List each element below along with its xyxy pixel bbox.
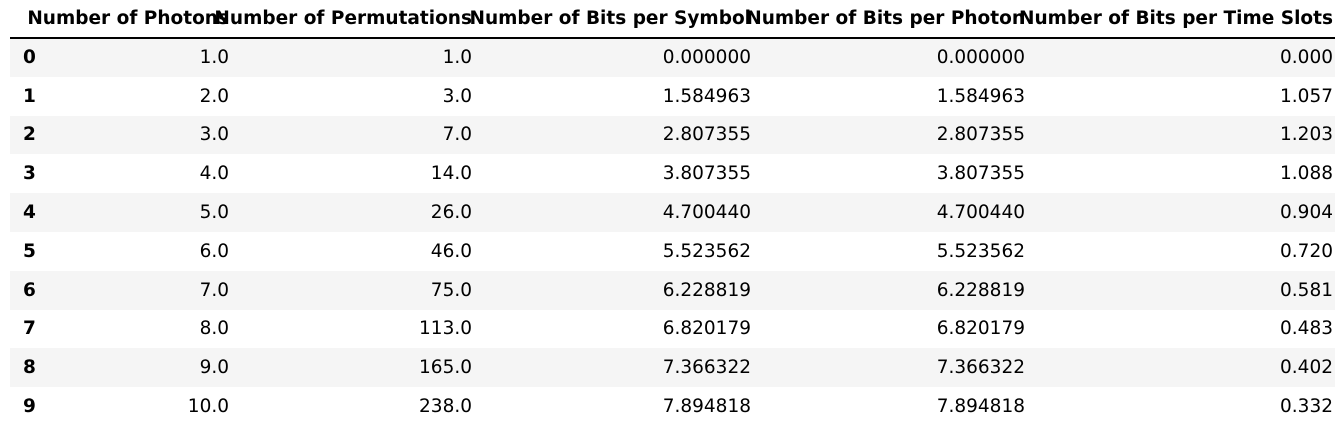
table-row: 6 7.0 75.0 6.228819 6.228819 0.581 xyxy=(10,270,1335,310)
table-cell: 6.0 xyxy=(199,240,229,262)
table-cell: 3.0 xyxy=(442,85,472,107)
table-cell: 3.0 xyxy=(199,124,229,146)
table-cell: 0.000000 xyxy=(936,47,1025,69)
table-cell: 7.366322 xyxy=(662,357,751,379)
header-row: Number of Photons Number of Permutations… xyxy=(10,0,1335,39)
table-cell: 26.0 xyxy=(430,202,472,224)
row-index: 3 xyxy=(23,163,36,185)
table-cell: 7.366322 xyxy=(936,357,1025,379)
table-row: 2 3.0 7.0 2.807355 2.807355 1.203 xyxy=(10,115,1335,155)
table-cell: 75.0 xyxy=(430,279,472,301)
row-index: 9 xyxy=(23,396,36,418)
table-cell: 1.203 xyxy=(1280,124,1333,146)
row-index: 5 xyxy=(23,240,36,262)
column-header-label: Number of Bits per Symbol xyxy=(469,8,751,29)
table-cell: 6.820179 xyxy=(936,318,1025,340)
table-cell: 4.700440 xyxy=(936,202,1025,224)
table-row: 7 8.0 113.0 6.820179 6.820179 0.483 xyxy=(10,310,1335,349)
row-index: 4 xyxy=(23,202,36,224)
table-cell: 2.0 xyxy=(199,85,229,107)
table-cell: 7.894818 xyxy=(936,396,1025,418)
table-cell: 0.402 xyxy=(1280,357,1333,379)
row-index: 7 xyxy=(23,318,36,340)
table-cell: 165.0 xyxy=(419,357,472,379)
table-cell: 1.057 xyxy=(1280,85,1333,107)
index-header xyxy=(10,0,45,39)
table-cell: 5.523562 xyxy=(662,240,751,262)
table-cell: 2.807355 xyxy=(662,124,751,146)
table-cell: 0.720 xyxy=(1280,240,1333,262)
row-index: 8 xyxy=(23,357,36,379)
table-cell: 6.820179 xyxy=(662,318,751,340)
row-index: 1 xyxy=(23,85,36,107)
table-cell: 1.088 xyxy=(1280,163,1333,185)
table-header: Number of Photons Number of Permutations… xyxy=(10,0,1335,39)
row-index: 2 xyxy=(23,124,36,146)
table-row: 8 9.0 165.0 7.366322 7.366322 0.402 xyxy=(10,348,1335,388)
column-header: Number of Bits per Time Slots xyxy=(1019,0,1335,39)
row-index: 0 xyxy=(23,47,36,69)
table-cell: 0.332 xyxy=(1280,396,1333,418)
table-cell: 3.807355 xyxy=(662,163,751,185)
column-header: Number of Permutations xyxy=(214,0,474,39)
column-header-label: Number of Permutations xyxy=(214,8,472,29)
table-cell: 5.0 xyxy=(199,202,229,224)
table-cell: 6.228819 xyxy=(662,279,751,301)
table-row: 3 4.0 14.0 3.807355 3.807355 1.088 xyxy=(10,154,1335,193)
column-header-label: Number of Bits per Photon xyxy=(746,8,1025,29)
table-row: 0 1.0 1.0 0.000000 0.000000 0.000 xyxy=(10,38,1335,77)
table-row: 5 6.0 46.0 5.523562 5.523562 0.720 xyxy=(10,232,1335,271)
table-row: 1 2.0 3.0 1.584963 1.584963 1.057 xyxy=(10,77,1335,116)
table-cell: 46.0 xyxy=(430,240,472,262)
table-cell: 10.0 xyxy=(187,396,229,418)
row-index: 6 xyxy=(23,279,36,301)
table-cell: 0.904 xyxy=(1280,202,1333,224)
table-cell: 1.584963 xyxy=(936,85,1025,107)
table-cell: 4.700440 xyxy=(662,202,751,224)
table-cell: 7.0 xyxy=(442,124,472,146)
table-cell: 4.0 xyxy=(199,163,229,185)
column-header-label: Number of Bits per Time Slots xyxy=(1018,8,1333,29)
table-cell: 1.584963 xyxy=(662,85,751,107)
table-cell: 1.0 xyxy=(442,47,472,69)
table-cell: 8.0 xyxy=(199,318,229,340)
table-row: 9 10.0 238.0 7.894818 7.894818 0.332 xyxy=(10,387,1335,426)
table-cell: 3.807355 xyxy=(936,163,1025,185)
table-cell: 0.581 xyxy=(1280,279,1333,301)
table-body: 0 1.0 1.0 0.000000 0.000000 0.000 1 2.0 3.0 1.584… xyxy=(10,38,1335,426)
table-cell: 14.0 xyxy=(430,163,472,185)
column-header: Number of Bits per Photon xyxy=(746,0,1027,39)
table-cell: 0.483 xyxy=(1280,318,1333,340)
column-header-label: Number of Photons xyxy=(27,8,229,29)
dataframe-table: Number of Photons Number of Permutations… xyxy=(10,0,1335,426)
table-cell: 6.228819 xyxy=(936,279,1025,301)
table-cell: 0.000000 xyxy=(662,47,751,69)
table-cell: 7.0 xyxy=(199,279,229,301)
column-header: Number of Bits per Symbol xyxy=(469,0,753,39)
table-row: 4 5.0 26.0 4.700440 4.700440 0.904 xyxy=(10,193,1335,232)
table-cell: 1.0 xyxy=(199,47,229,69)
column-header: Number of Photons xyxy=(27,0,231,39)
table-cell: 113.0 xyxy=(419,318,472,340)
table-cell: 0.000 xyxy=(1280,47,1333,69)
table-cell: 5.523562 xyxy=(936,240,1025,262)
table-cell: 2.807355 xyxy=(936,124,1025,146)
table-cell: 9.0 xyxy=(199,357,229,379)
table-cell: 7.894818 xyxy=(662,396,751,418)
table-cell: 238.0 xyxy=(419,396,472,418)
